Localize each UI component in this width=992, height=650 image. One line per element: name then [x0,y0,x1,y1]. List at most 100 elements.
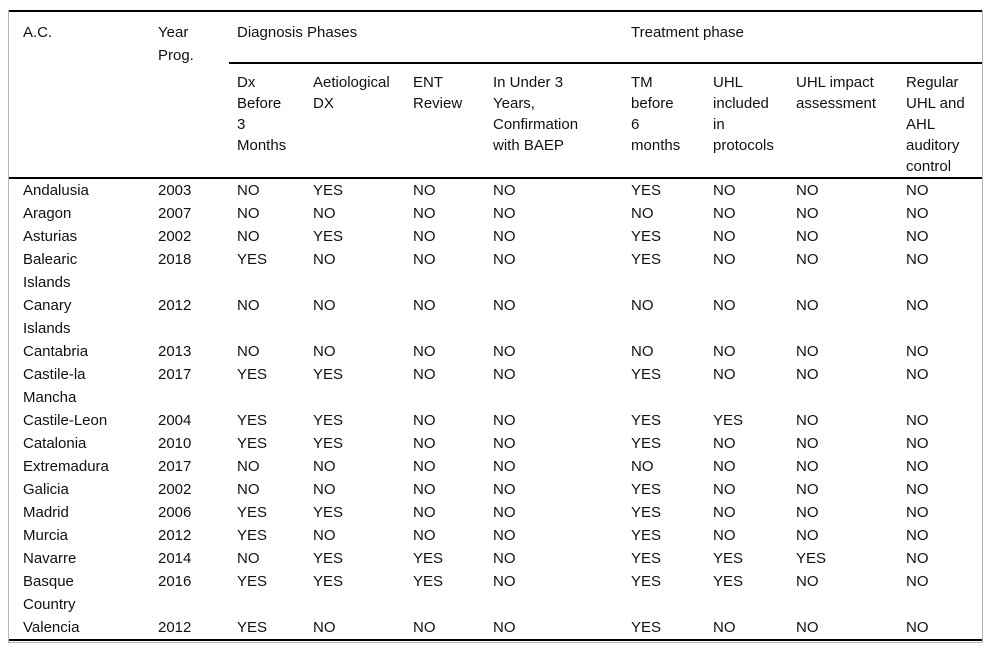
cell-value: NO [898,294,983,340]
cell-region: Extremadura [9,455,151,478]
cell-value: YES [306,363,406,409]
table-row: Aragon 2007 NO NO NO NO NO NO NO NO [9,202,983,225]
cell-value: YES [789,547,899,570]
cell-value: NO [229,547,306,570]
table-row: Balearic Islands 2018 YES NO NO NO YES NO NO NO [9,248,983,294]
sub-header-8: UHL included in protocols [706,63,790,179]
cell-value: NO [789,294,899,340]
cell-value: YES [623,432,707,455]
cell-year: 2012 [151,524,229,547]
cell-year: 2017 [151,455,229,478]
cell-value: NO [406,363,486,409]
cell-value: NO [406,616,486,640]
sub-header-10: Regular UHL and AHL auditory control [898,63,983,179]
cell-year: 2004 [151,409,229,432]
table-row: Andalusia 2003 NO YES NO NO YES NO NO NO [9,178,983,202]
cell-region: Andalusia [9,178,151,202]
cell-year: 2006 [151,501,229,524]
cell-value: NO [706,455,790,478]
cell-year: 2013 [151,340,229,363]
cell-value: NO [898,363,983,409]
cell-value: NO [706,616,790,640]
table-figure-border: A.C. Year Prog. Diagnosis Phases Treatme… [8,10,983,643]
cell-value: NO [306,616,406,640]
group-header-row: A.C. Year Prog. Diagnosis Phases Treatme… [9,11,983,179]
cell-value: YES [229,570,306,616]
table-body: Andalusia 2003 NO YES NO NO YES NO NO NO Aragon 200… [9,178,983,640]
cell-value: NO [789,616,899,640]
cell-value: NO [898,178,983,202]
table-row: Canary Islands 2012 NO NO NO NO NO NO NO NO [9,294,983,340]
cell-value: YES [706,570,790,616]
cell-value: NO [789,524,899,547]
cell-value: YES [229,363,306,409]
sub-header-6: In Under 3 Years, Confirmation with BAEP [486,63,624,179]
group-header-treatment-phase: Treatment phase [623,11,983,64]
cell-value: NO [486,524,624,547]
cell-value: NO [623,294,707,340]
cell-value: NO [898,501,983,524]
cell-value: NO [706,340,790,363]
cell-value: YES [623,478,707,501]
cell-value: NO [486,432,624,455]
cell-region: Murcia [9,524,151,547]
cell-value: NO [229,178,306,202]
cell-value: NO [789,202,899,225]
cell-value: NO [486,547,624,570]
cell-region: Galicia [9,478,151,501]
group-header-diagnosis-phases: Diagnosis Phases [229,11,624,64]
cell-value: YES [306,178,406,202]
cell-value: NO [706,478,790,501]
cell-value: YES [306,225,406,248]
cell-value: NO [229,455,306,478]
cell-value: NO [406,524,486,547]
table-row: Galicia 2002 NO NO NO NO YES NO NO NO [9,478,983,501]
table-row: Asturias 2002 NO YES NO NO YES NO NO NO [9,225,983,248]
cell-value: NO [229,294,306,340]
cell-value: NO [306,248,406,294]
cell-value: NO [406,455,486,478]
cell-region: Valencia [9,616,151,640]
column-header-ac: A.C. [9,11,151,179]
cell-value: YES [306,570,406,616]
cell-value: NO [706,248,790,294]
cell-value: NO [486,202,624,225]
cell-value: NO [486,363,624,409]
cell-year: 2014 [151,547,229,570]
cell-value: NO [623,340,707,363]
cell-value: NO [789,570,899,616]
cell-value: NO [406,225,486,248]
table-row: Navarre 2014 NO YES YES NO YES YES YES NO [9,547,983,570]
cell-year: 2012 [151,294,229,340]
cell-value: NO [406,340,486,363]
cell-value: YES [623,547,707,570]
table-row: Castile-la Mancha 2017 YES YES NO NO YES NO NO NO [9,363,983,409]
sub-header-row: Dx Before 3 Months Aetiological DX ENT Rev… [9,63,983,179]
cell-year: 2017 [151,363,229,409]
cell-value: NO [898,202,983,225]
table-row: Castile-Leon 2004 YES YES NO NO YES YES NO NO [9,409,983,432]
cell-value: NO [898,225,983,248]
cell-year: 2018 [151,248,229,294]
sub-header-5: ENT Review [406,63,486,179]
cell-region: Catalonia [9,432,151,455]
cell-value: NO [406,294,486,340]
cell-value: NO [789,178,899,202]
cell-region: Castile-la Mancha [9,363,151,409]
cell-region: Asturias [9,225,151,248]
sub-header-4: Aetiological DX [306,63,406,179]
cell-value: NO [306,524,406,547]
cell-value: NO [789,455,899,478]
cell-value: YES [623,501,707,524]
cell-region: Balearic Islands [9,248,151,294]
cell-value: YES [306,501,406,524]
cell-region: Cantabria [9,340,151,363]
cell-value: NO [898,248,983,294]
cell-value: NO [898,455,983,478]
cell-year: 2007 [151,202,229,225]
table-row: Catalonia 2010 YES YES NO NO YES NO NO NO [9,432,983,455]
cell-value: NO [486,570,624,616]
cell-value: NO [706,524,790,547]
cell-value: NO [486,248,624,294]
cell-value: YES [229,524,306,547]
